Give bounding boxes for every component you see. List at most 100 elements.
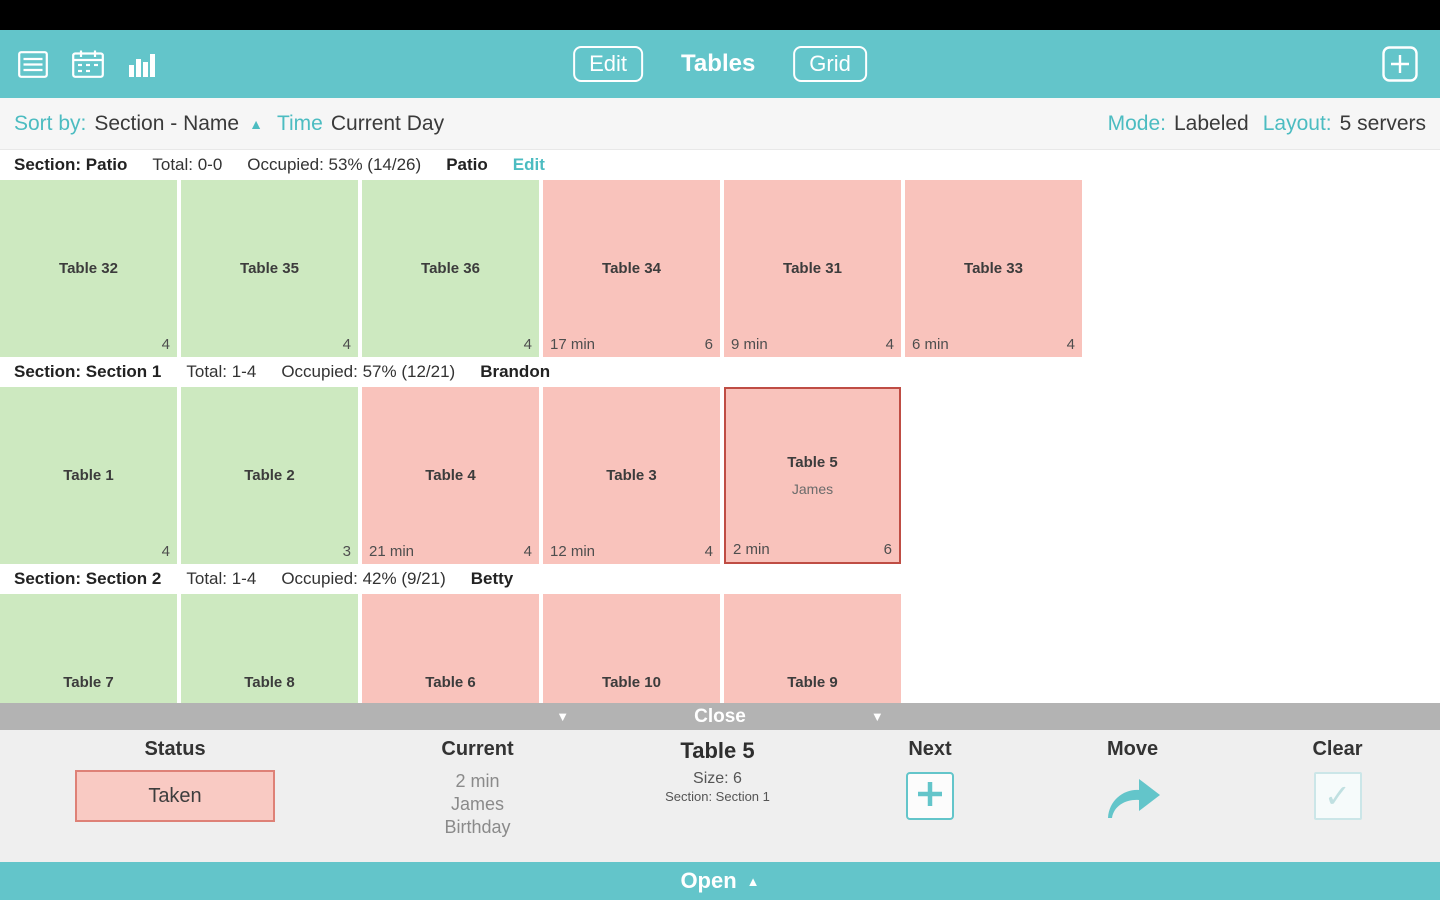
- mode-value[interactable]: Labeled: [1174, 111, 1249, 135]
- table-card[interactable]: Table 36 4: [362, 180, 539, 357]
- section-name: Section: Patio: [14, 155, 128, 174]
- table-card[interactable]: Table 32 4: [0, 180, 177, 357]
- table-capacity: 4: [161, 336, 170, 353]
- table-capacity: 3: [342, 543, 351, 560]
- chevron-down-icon[interactable]: ▼: [870, 709, 884, 724]
- section-total: Total: 0-0: [152, 155, 223, 174]
- table-capacity: 4: [885, 336, 894, 353]
- time-label[interactable]: Time: [276, 111, 323, 135]
- table-capacity: 4: [161, 543, 170, 560]
- table-label: Table 6: [425, 674, 476, 691]
- check-icon: ✓: [1324, 778, 1351, 814]
- plus-icon: [915, 779, 945, 814]
- table-label: Table 2: [244, 467, 295, 484]
- table-label: Table 32: [59, 260, 118, 277]
- table-label: Table 10: [602, 674, 661, 691]
- table-card[interactable]: Table 4 21 min 4: [362, 387, 539, 564]
- sort-controls: Sort by: Section - Name ▲ Time Current D…: [14, 112, 444, 136]
- clear-column: Clear ✓: [1235, 738, 1440, 862]
- status-label: Status: [144, 738, 206, 760]
- table-card[interactable]: Table 1 4: [0, 387, 177, 564]
- table-label: Table 8: [244, 674, 295, 691]
- table-time: 17 min: [550, 336, 596, 353]
- current-occasion: Birthday: [444, 817, 511, 837]
- table-detail-sheet: ▼ Close ▼ Status Taken Current 2 min Jam…: [0, 703, 1440, 900]
- section-server: Betty: [470, 569, 514, 588]
- grid-button[interactable]: Grid: [793, 46, 867, 82]
- section-occupied: Occupied: 53% (14/26): [247, 155, 422, 174]
- status-column: Status Taken: [0, 738, 350, 862]
- section-occupied: Occupied: 42% (9/21): [281, 569, 446, 588]
- time-value[interactable]: Current Day: [330, 111, 445, 135]
- detail-panel: Status Taken Current 2 min James Birthda…: [0, 730, 1440, 862]
- table-capacity: 6: [704, 336, 713, 353]
- open-label[interactable]: Open: [680, 868, 737, 893]
- selected-table-section: Section: Section 1: [665, 789, 770, 804]
- page-title: Tables: [681, 50, 756, 77]
- close-bar[interactable]: ▼ Close ▼: [0, 703, 1440, 730]
- table-card[interactable]: Table 35 4: [181, 180, 358, 357]
- section-server: Patio: [446, 155, 488, 174]
- curved-arrow-icon: [1104, 778, 1162, 825]
- table-label: Table 36: [421, 260, 480, 277]
- table-row: Table 1 4 Table 2 3 Table 4 21 min 4 Tab…: [0, 387, 1440, 564]
- table-label: Table 9: [787, 674, 838, 691]
- table-card[interactable]: Table 34 17 min 6: [543, 180, 720, 357]
- table-time: 9 min: [731, 336, 768, 353]
- section-edit-link[interactable]: Edit: [512, 155, 545, 174]
- layout-label: Layout:: [1262, 111, 1332, 135]
- table-label: Table 1: [63, 467, 114, 484]
- table-capacity: 4: [523, 336, 532, 353]
- table-capacity: 6: [883, 541, 892, 558]
- table-capacity: 4: [523, 543, 532, 560]
- table-card[interactable]: Table 3 12 min 4: [543, 387, 720, 564]
- table-card[interactable]: Table 2 3: [181, 387, 358, 564]
- list-icon[interactable]: [18, 50, 48, 78]
- move-label: Move: [1106, 738, 1159, 760]
- table-card-selected[interactable]: Table 5 James 2 min 6: [724, 387, 901, 564]
- table-label: Table 34: [602, 260, 661, 277]
- chevron-up-icon[interactable]: ▲: [746, 873, 760, 889]
- table-card[interactable]: Table 31 9 min 4: [724, 180, 901, 357]
- table-label: Table 7: [63, 674, 114, 691]
- next-add-button[interactable]: [906, 772, 954, 820]
- chevron-down-icon[interactable]: ▼: [556, 709, 570, 724]
- android-status-bar: [0, 0, 1440, 30]
- next-label: Next: [908, 738, 952, 760]
- status-taken-button[interactable]: Taken: [75, 770, 275, 822]
- table-guest-name: James: [791, 481, 834, 497]
- header-icon-group: [18, 50, 156, 78]
- clear-check-button[interactable]: ✓: [1313, 772, 1362, 820]
- sort-value[interactable]: Section - Name: [94, 111, 240, 135]
- section-total: Total: 1-4: [186, 569, 257, 588]
- layout-value[interactable]: 5 servers: [1339, 111, 1426, 135]
- table-label: Table 4: [425, 467, 476, 484]
- calendar-icon[interactable]: [72, 50, 104, 78]
- current-label: Current: [441, 738, 514, 760]
- app-header: Edit Tables Grid: [0, 30, 1440, 98]
- selected-table-size: Size: 6: [693, 770, 742, 787]
- clear-label: Clear: [1312, 738, 1363, 760]
- table-time: 21 min: [369, 543, 415, 560]
- bar-chart-icon[interactable]: [128, 51, 156, 77]
- open-bar[interactable]: Open ▲: [0, 862, 1440, 900]
- move-arrow-button[interactable]: [1104, 778, 1162, 825]
- table-label: Table 3: [606, 467, 657, 484]
- next-column: Next: [830, 738, 1030, 862]
- table-card[interactable]: Table 33 6 min 4: [905, 180, 1082, 357]
- current-time: 2 min: [455, 771, 500, 791]
- view-controls: Mode: Labeled Layout: 5 servers: [1108, 112, 1426, 136]
- current-guest: James: [450, 794, 504, 814]
- add-icon[interactable]: [1382, 46, 1418, 82]
- section-header: Section: Patio Total: 0-0 Occupied: 53% …: [0, 150, 1440, 180]
- mode-label: Mode:: [1107, 111, 1166, 135]
- edit-button[interactable]: Edit: [573, 46, 644, 82]
- table-capacity: 4: [342, 336, 351, 353]
- sort-direction-icon[interactable]: ▲: [249, 115, 263, 132]
- table-time: 6 min: [912, 336, 949, 353]
- table-label: Table 5: [787, 454, 838, 471]
- section-name: Section: Section 1: [14, 362, 162, 381]
- table-time: 12 min: [550, 543, 596, 560]
- close-label[interactable]: Close: [694, 705, 746, 727]
- sort-bar: Sort by: Section - Name ▲ Time Current D…: [0, 98, 1440, 150]
